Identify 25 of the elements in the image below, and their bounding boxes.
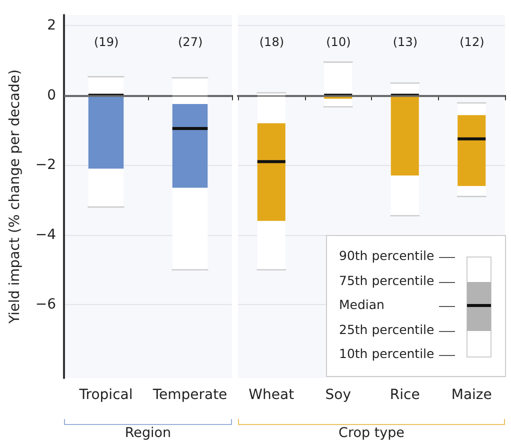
y-axis-title: Yield impact (% change per decade) bbox=[7, 69, 23, 325]
y-tick-label: 2 bbox=[47, 17, 56, 34]
annotation: 10th percentile bbox=[339, 346, 434, 361]
annotation: (27) bbox=[178, 35, 203, 49]
x-tick-label: Wheat bbox=[248, 387, 295, 403]
annotation: Median bbox=[339, 297, 384, 312]
annotation: (12) bbox=[460, 35, 484, 49]
annotation: 25th percentile bbox=[339, 322, 434, 336]
x-tick-label: Tropical bbox=[78, 387, 133, 403]
annotation: (10) bbox=[326, 35, 351, 49]
y-tick-label: −6 bbox=[35, 296, 56, 313]
y-tick-label: 0 bbox=[47, 87, 56, 104]
annotation: (18) bbox=[259, 35, 284, 49]
annotation: 75th percentile bbox=[339, 272, 434, 288]
x-axis-title: Crop type bbox=[338, 425, 404, 441]
x-tick-label: Maize bbox=[451, 387, 492, 403]
y-tick-label: −4 bbox=[35, 226, 56, 243]
x-tick-label: Soy bbox=[325, 387, 351, 403]
x-tick-label: Temperate bbox=[152, 387, 228, 403]
x-tick-label: Rice bbox=[390, 387, 420, 403]
x-axis-title: Region bbox=[124, 425, 172, 441]
y-tick-label: −2 bbox=[35, 157, 56, 174]
annotation: (13) bbox=[392, 35, 418, 49]
annotation: 90th percentile bbox=[339, 248, 434, 263]
annotation: (19) bbox=[94, 35, 119, 49]
